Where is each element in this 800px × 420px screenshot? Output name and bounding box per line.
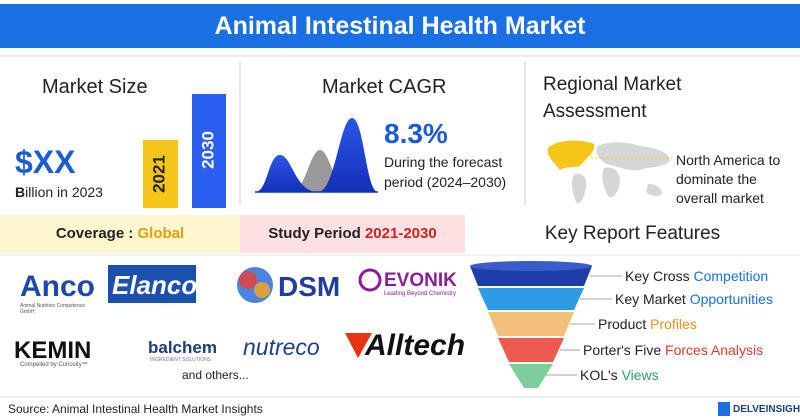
feature: Key Market Opportunities bbox=[615, 291, 773, 307]
north-america bbox=[547, 140, 595, 170]
logo: balchem bbox=[148, 338, 217, 357]
value: 2021-2030 bbox=[364, 225, 437, 242]
feature-text: Key Market bbox=[615, 291, 690, 307]
market-size-value: $XX bbox=[15, 144, 76, 180]
panel-title: Market Size bbox=[42, 76, 148, 98]
logo-mark bbox=[358, 268, 382, 292]
logo-mark bbox=[345, 333, 372, 358]
wave bbox=[318, 118, 378, 192]
feature: Key Cross Competition bbox=[625, 268, 768, 284]
feature: Porter's Five Forces Analysis bbox=[583, 342, 763, 358]
coverage: Coverage : Global bbox=[0, 215, 240, 253]
feature-highlight: Forces Analysis bbox=[665, 342, 764, 358]
feature-text: Product bbox=[598, 316, 651, 332]
logo-mark bbox=[239, 271, 257, 289]
panel-title: Market CAGR bbox=[322, 76, 447, 98]
source: Source: Animal Intestinal Health Market … bbox=[8, 402, 263, 416]
feature: Product Profiles bbox=[598, 316, 697, 332]
logo: Anco bbox=[20, 270, 95, 303]
study-period: Study Period 2021-2030 bbox=[240, 215, 465, 253]
bar-label: 2030 bbox=[198, 131, 217, 169]
features-title: Key Report Features bbox=[544, 223, 721, 244]
bar-2021 bbox=[143, 140, 178, 208]
logo-tagline: Leading Beyond Chemistry bbox=[384, 291, 457, 297]
others: and others... bbox=[182, 368, 249, 382]
world-map bbox=[572, 142, 670, 204]
feature-text: Porter's Five bbox=[583, 342, 666, 358]
logo-tagline: Animal Nutrition Competence GmbH bbox=[20, 303, 86, 315]
cagr-note: During the forecast period (2024–2030) bbox=[384, 154, 507, 190]
wave bbox=[255, 155, 318, 192]
logo: DSM bbox=[278, 271, 341, 302]
logo-tagline: INGREDIENT SOLUTIONS bbox=[150, 357, 212, 363]
feature: KOL's Views bbox=[580, 367, 659, 383]
logo-tagline: Compelled by Curiosity™ bbox=[20, 362, 88, 368]
label: Study Period bbox=[268, 225, 365, 242]
logo: EVONIK bbox=[384, 270, 457, 291]
logo: KEMIN bbox=[14, 337, 92, 364]
feature-highlight: Views bbox=[621, 367, 659, 383]
regional-note: North America to dominate the overall ma… bbox=[676, 152, 781, 206]
cagr-value: 8.3% bbox=[384, 118, 448, 149]
header-title: Animal Intestinal Health Market bbox=[0, 4, 800, 48]
feature-highlight: Profiles bbox=[650, 316, 697, 332]
market-size-note: Billion in 2023 bbox=[15, 184, 103, 200]
logo: Alltech bbox=[365, 329, 466, 362]
feature-highlight: Opportunities bbox=[689, 291, 773, 307]
bar-label: 2021 bbox=[149, 155, 168, 193]
logo-mark bbox=[718, 402, 730, 416]
feature-text: Key Cross bbox=[625, 268, 694, 284]
label: Coverage : bbox=[55, 225, 138, 242]
connector bbox=[587, 149, 672, 159]
logo: nutreco bbox=[243, 334, 320, 360]
value: Global bbox=[137, 225, 185, 242]
panel-title: Regional Market Assessment bbox=[543, 74, 682, 122]
logo-mark bbox=[108, 265, 196, 303]
funnel bbox=[470, 261, 622, 388]
bar-2030 bbox=[192, 94, 226, 208]
logo: Elanco bbox=[112, 270, 198, 300]
brand: DELVEINSIGHT bbox=[733, 404, 800, 415]
logo-mark bbox=[254, 282, 270, 298]
feature-text: KOL's bbox=[580, 367, 622, 383]
feature-highlight: Competition bbox=[693, 268, 769, 284]
